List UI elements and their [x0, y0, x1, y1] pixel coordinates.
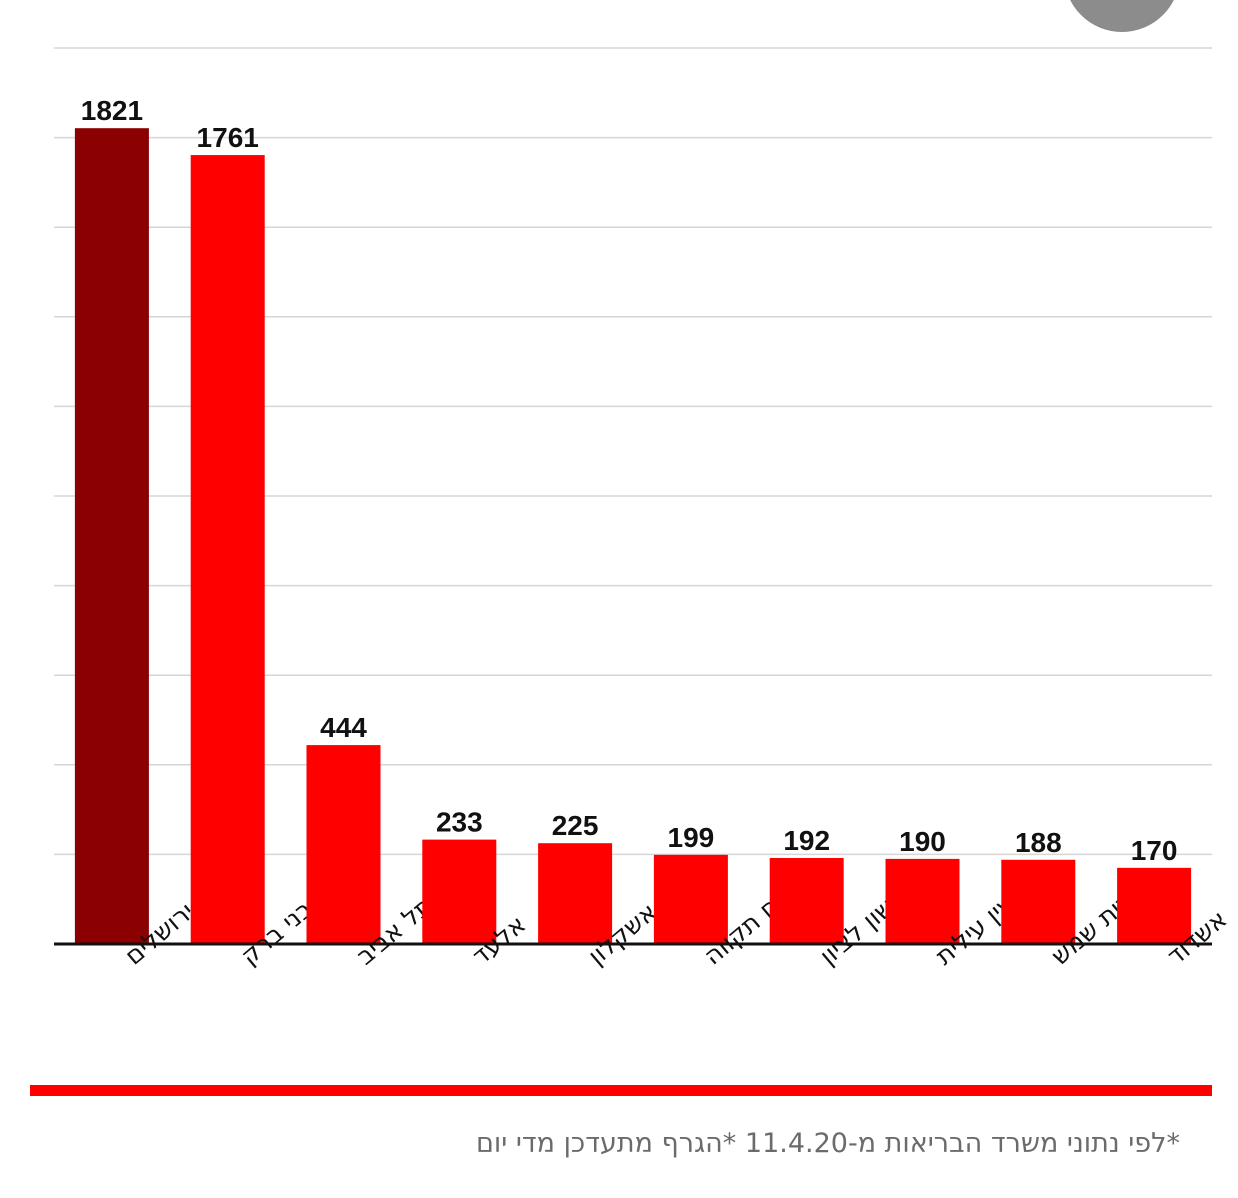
footnote-text: *לפי נתוני משרד הבריאות מ-11.4.20 *הגרף …: [475, 1128, 1180, 1159]
bar-10: [1117, 867, 1192, 944]
data-label: 192: [783, 825, 830, 856]
bar-2: [190, 155, 265, 944]
data-label: 190: [899, 826, 946, 857]
bar-4: [422, 839, 497, 944]
bar-6: [653, 854, 728, 944]
data-label: 170: [1131, 835, 1178, 866]
data-label: 1761: [197, 122, 259, 153]
data-label: 199: [668, 822, 715, 853]
data-label: 444: [320, 712, 367, 743]
red-divider-line: [30, 1085, 1212, 1096]
bar-9: [1001, 859, 1076, 944]
bar-7: [769, 857, 844, 944]
data-label: 233: [436, 807, 483, 838]
bar-8: [885, 858, 960, 944]
bar-3: [306, 745, 381, 944]
bar-1: [74, 128, 149, 944]
data-label: 225: [552, 810, 599, 841]
data-label: 188: [1015, 827, 1062, 858]
data-label: 1821: [81, 95, 143, 126]
bar-5: [538, 843, 613, 944]
